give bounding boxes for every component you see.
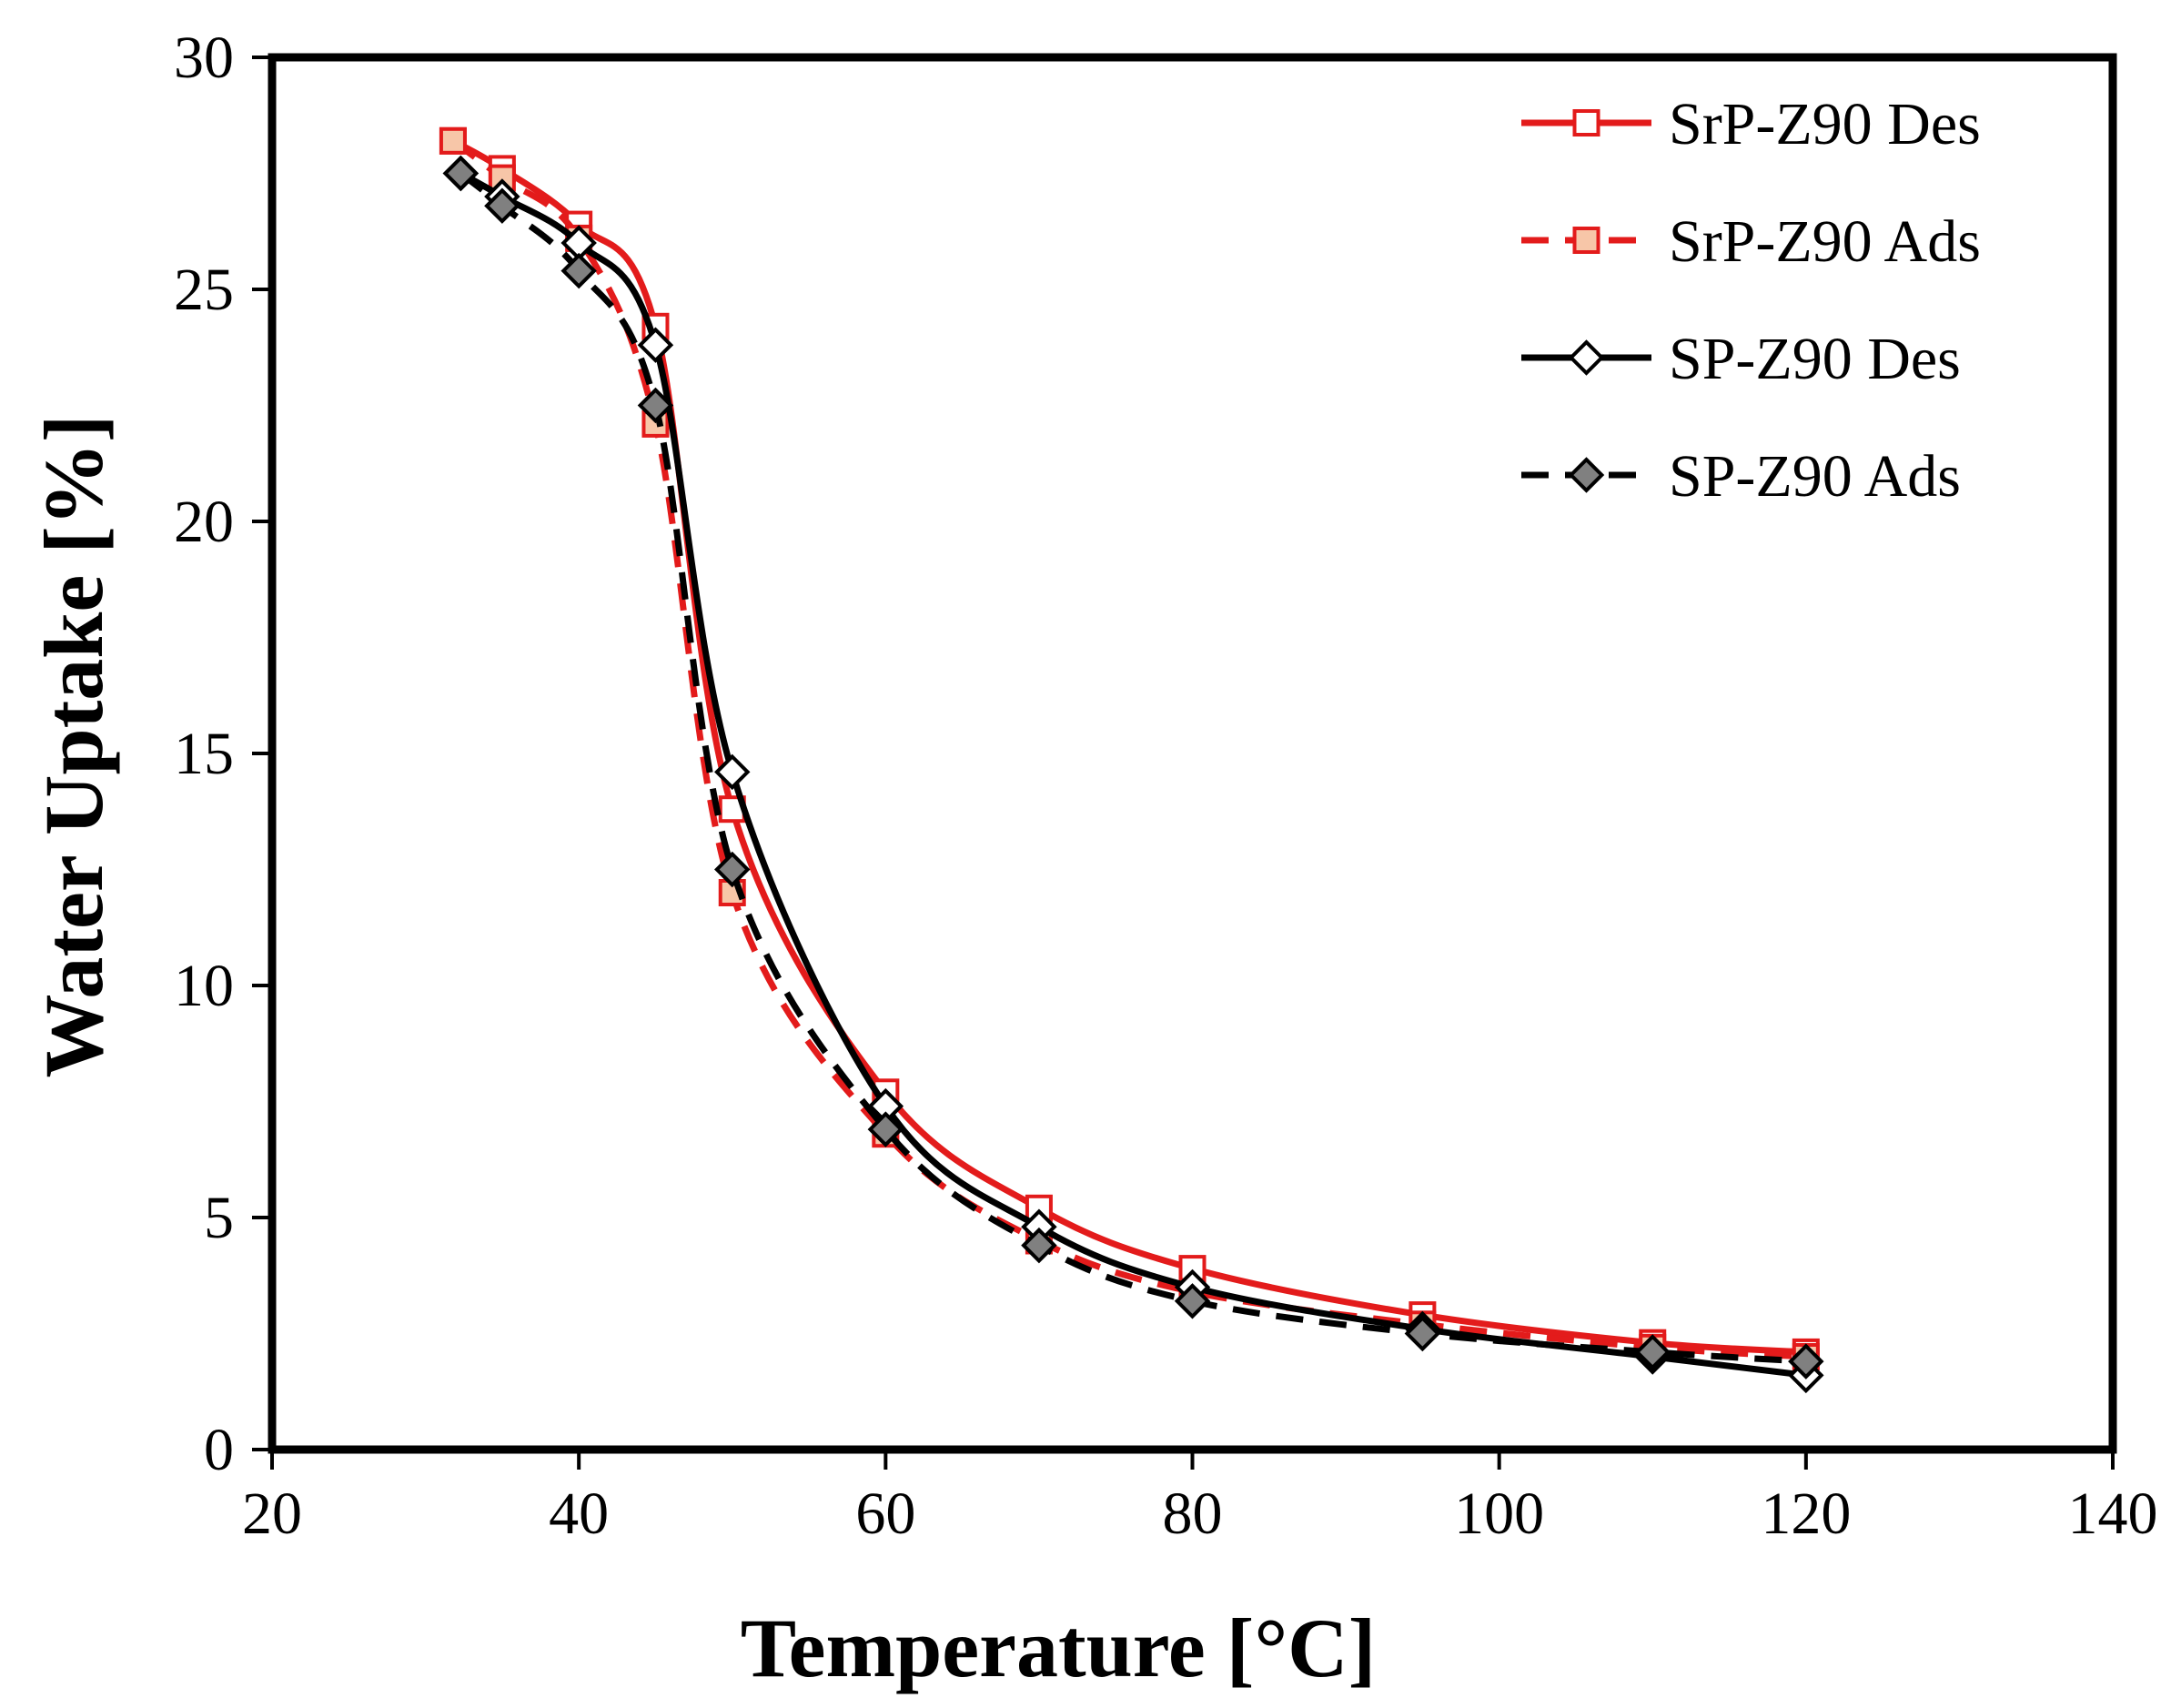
legend-label: SP-Z90 Ads: [1669, 443, 1961, 510]
data-point: [1021, 1227, 1057, 1264]
data-point: [1788, 1343, 1824, 1380]
series-line: [450, 138, 1807, 1360]
data-point: [1174, 1283, 1211, 1319]
x-tick-label: 40: [549, 1481, 609, 1547]
series-line: [459, 170, 1807, 1365]
x-tick-label: 120: [1761, 1481, 1851, 1547]
data-point: [1404, 1315, 1441, 1352]
axis-ticks: [252, 56, 2115, 1470]
data-point: [484, 187, 520, 224]
x-tick-label: 60: [855, 1481, 915, 1547]
y-tick-label: 30: [174, 25, 234, 91]
legend-marker: [1572, 227, 1600, 254]
legend-item: SP-Z90 Des: [1521, 326, 1961, 392]
legend-marker: [1572, 109, 1600, 136]
data-point: [488, 164, 516, 192]
x-tick-label: 20: [242, 1481, 302, 1547]
y-tick-label: 25: [174, 257, 234, 323]
y-axis-title: Water Uptake [%]: [27, 414, 120, 1077]
data-point: [439, 126, 467, 155]
legend-item: SrP-Z90 Ads: [1521, 208, 1981, 275]
y-tick-label: 20: [174, 489, 234, 555]
legend-item: SrP-Z90 Des: [1521, 91, 1981, 157]
data-point: [867, 1111, 904, 1147]
data-point: [714, 851, 751, 888]
data-point: [1025, 1194, 1053, 1222]
x-tick-label: 80: [1163, 1481, 1223, 1547]
data-point: [1634, 1334, 1671, 1370]
data-point: [442, 155, 480, 192]
legend-marker: [1568, 457, 1605, 493]
legend-label: SrP-Z90 Ads: [1669, 208, 1981, 275]
legend-marker: [1568, 339, 1605, 376]
x-tick-label: 100: [1454, 1481, 1544, 1547]
series-layer: [439, 126, 1824, 1394]
legend: SrP-Z90 Des SrP-Z90 Ads SP-Z90 Des SP-Z90 A…: [1521, 91, 1981, 510]
data-point: [637, 387, 674, 424]
axis-tick-labels: 20 40 60 80 100 120 140 0 5 10 15 20 25 30: [174, 25, 2158, 1547]
legend-label: SrP-Z90 Des: [1669, 91, 1981, 157]
x-axis-title: Temperature [°C]: [741, 1602, 1377, 1694]
series-sp-z90-ads: [442, 155, 1824, 1380]
y-tick-label: 10: [174, 953, 234, 1019]
y-tick-label: 15: [174, 721, 234, 787]
x-tick-label: 140: [2068, 1481, 2158, 1547]
data-point: [714, 753, 751, 791]
data-point: [637, 327, 674, 363]
data-point: [560, 252, 597, 289]
data-point: [1178, 1255, 1207, 1283]
y-tick-label: 0: [204, 1417, 234, 1483]
legend-item: SP-Z90 Ads: [1521, 443, 1961, 510]
legend-label: SP-Z90 Des: [1669, 326, 1961, 392]
y-tick-label: 5: [204, 1185, 234, 1251]
